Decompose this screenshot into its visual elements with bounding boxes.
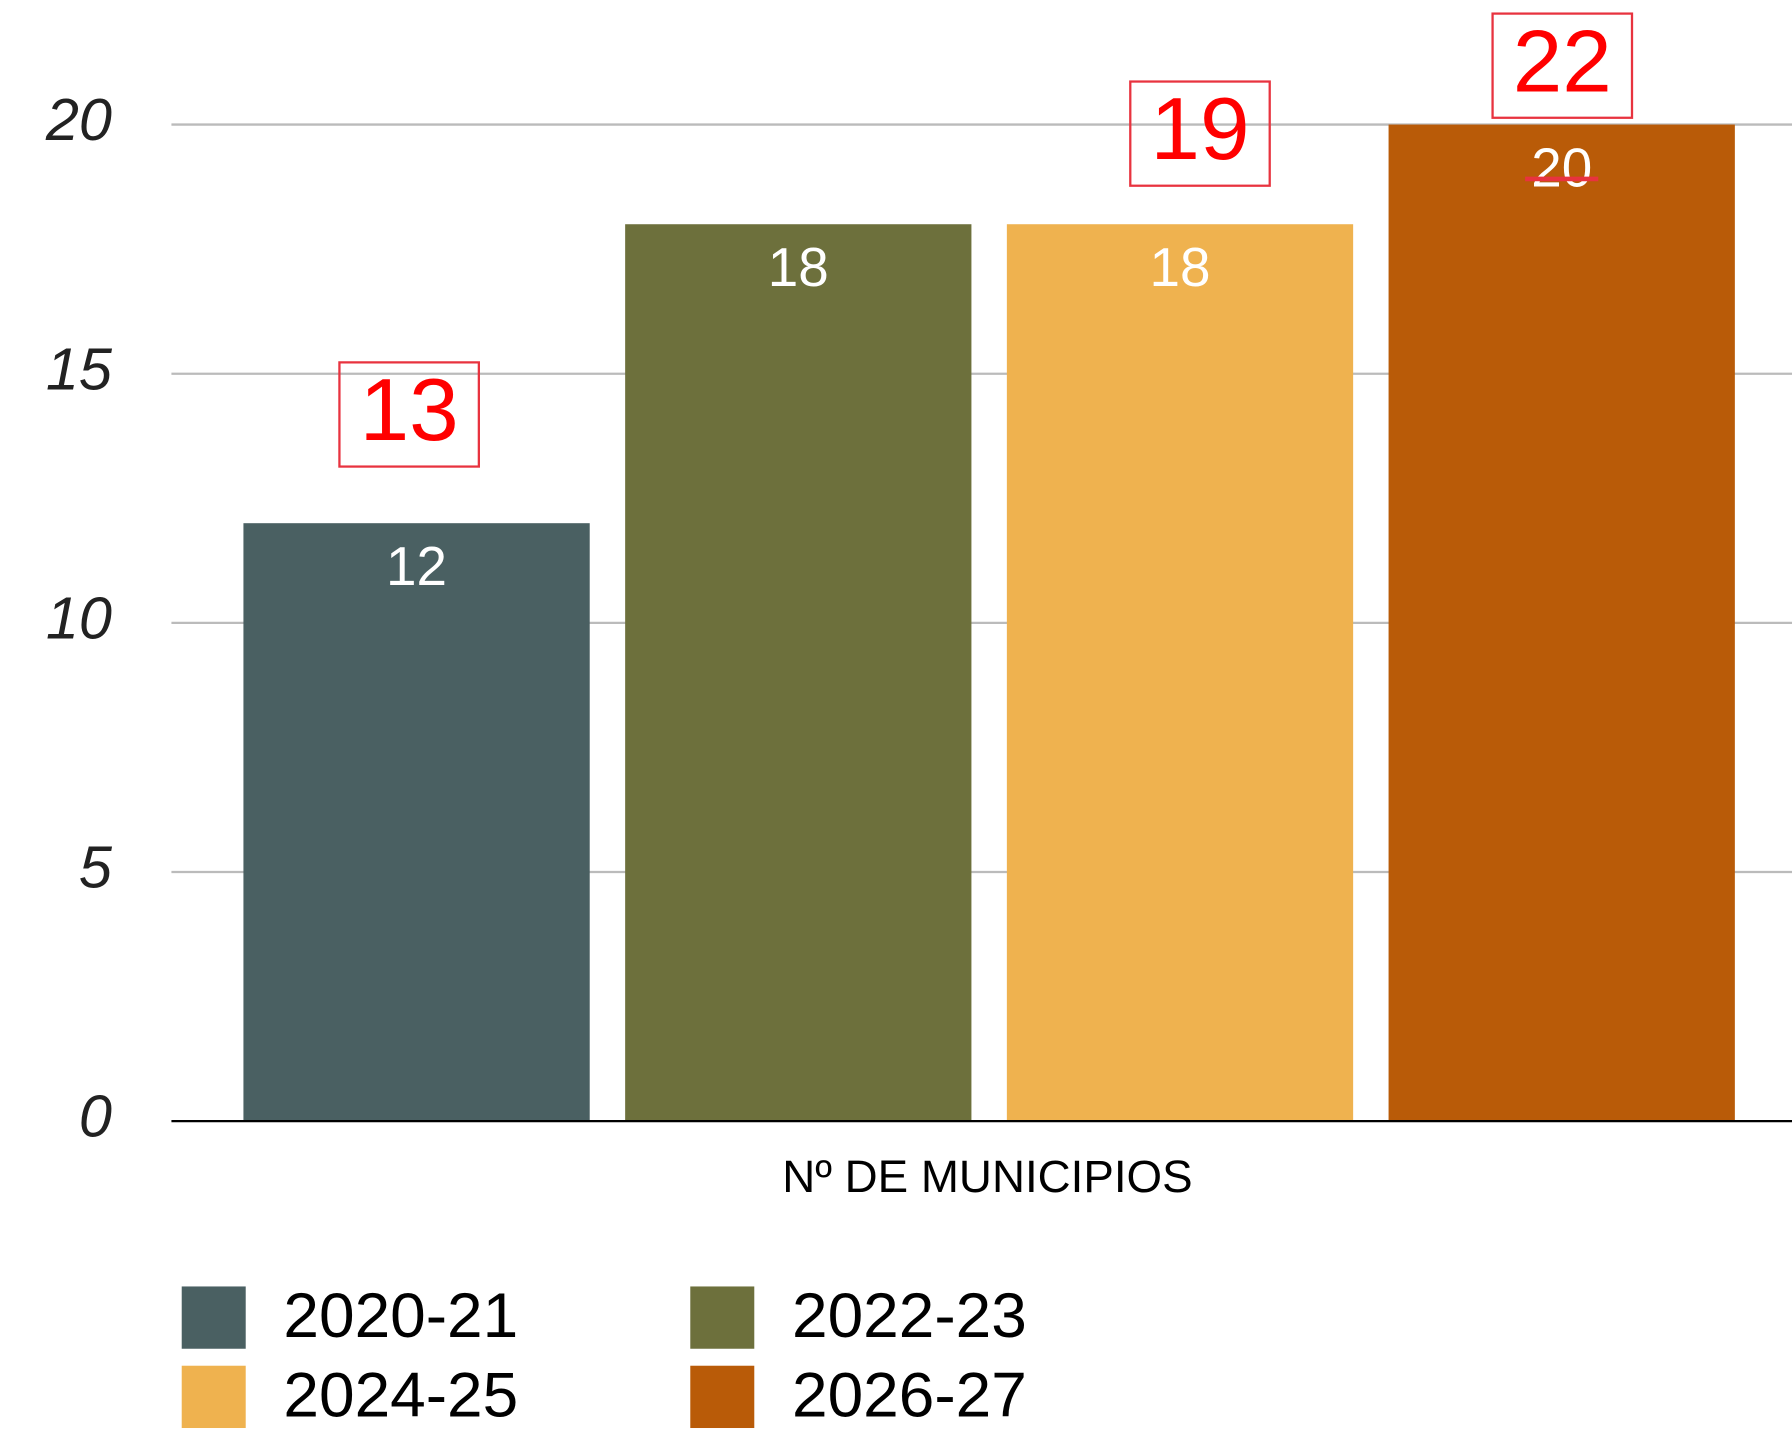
legend-swatch bbox=[181, 1365, 246, 1429]
value-label: 18 bbox=[768, 237, 829, 298]
y-tick-label: 0 bbox=[79, 1083, 112, 1150]
legend-label: 2020-21 bbox=[283, 1280, 518, 1351]
legend-swatch bbox=[690, 1286, 755, 1349]
annotation: 13 bbox=[360, 360, 459, 459]
legend-label: 2024-25 bbox=[283, 1360, 518, 1431]
legend-swatch bbox=[181, 1286, 246, 1349]
bar bbox=[1006, 224, 1354, 1122]
bar bbox=[625, 224, 972, 1122]
bar bbox=[1388, 124, 1735, 1122]
annotation: 19 bbox=[1150, 80, 1249, 179]
y-tick-label: 10 bbox=[46, 585, 112, 652]
legend-label: 2022-23 bbox=[792, 1280, 1027, 1351]
annotation-box bbox=[1491, 12, 1634, 119]
value-label: 12 bbox=[386, 536, 447, 597]
y-tick-label: 5 bbox=[79, 834, 113, 901]
legend-label: 2026-27 bbox=[792, 1360, 1027, 1431]
annotation-box bbox=[1129, 80, 1271, 187]
value-label: 18 bbox=[1149, 237, 1210, 298]
value-label: 20 bbox=[1531, 138, 1592, 199]
bar bbox=[243, 523, 590, 1122]
legend-swatch bbox=[690, 1365, 755, 1429]
annotation: 22 bbox=[1513, 12, 1612, 111]
x-category-label: Nº DE MUNICIPIOS bbox=[782, 1151, 1192, 1202]
y-tick-label: 20 bbox=[45, 86, 112, 153]
annotation-box bbox=[338, 361, 480, 468]
y-tick-label: 15 bbox=[46, 336, 113, 403]
